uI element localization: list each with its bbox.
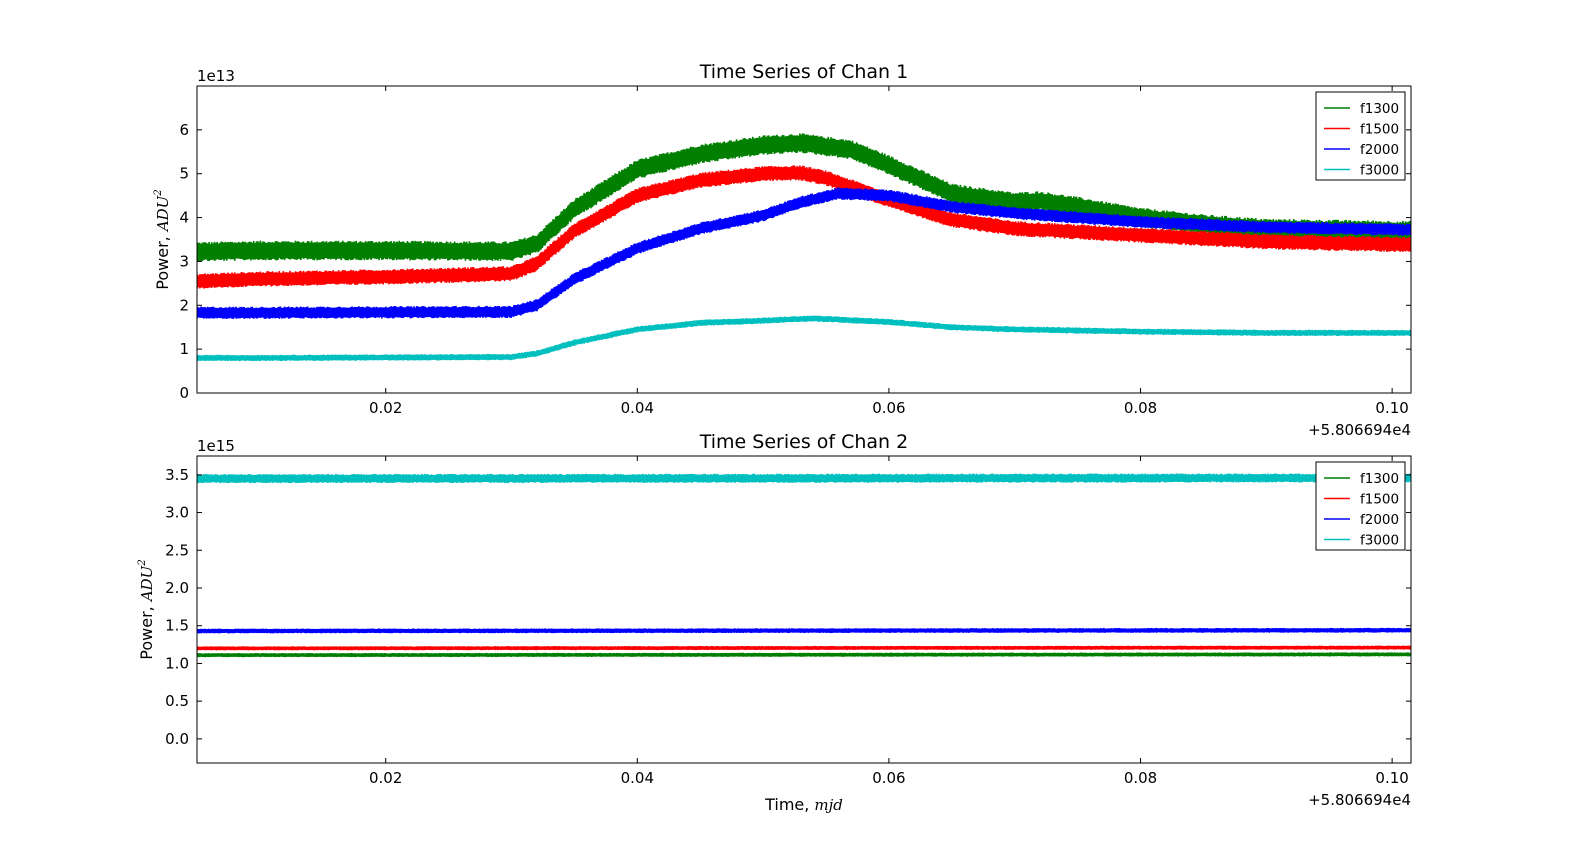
x-tick-label: 0.08: [1124, 769, 1157, 787]
legend: f1300 f1500 f2000 f3000: [1315, 91, 1406, 181]
legend-entry: f1500: [1360, 492, 1399, 508]
y-tick-label: 3: [179, 252, 189, 270]
svg-text:Power, ADU2: Power, ADU2: [153, 189, 172, 289]
x-offset: +5.806694e4: [1308, 791, 1411, 809]
y-multiplier: 1e13: [197, 67, 235, 85]
y-tick-label: 0.0: [165, 730, 189, 748]
series-group: [197, 473, 1411, 658]
series-f1300: [197, 652, 1411, 658]
x-tick-label: 0.04: [621, 399, 654, 417]
y-multiplier: 1e15: [197, 437, 235, 455]
legend-entry: f3000: [1360, 533, 1399, 549]
x-axis-label: Time, mjd: [764, 795, 843, 814]
series-group: [197, 133, 1411, 362]
x-tick-label: 0.02: [369, 769, 402, 787]
y-tick-label: 3.5: [165, 466, 189, 484]
svg-text:Power, ADU2: Power, ADU2: [137, 559, 156, 659]
series-f3000: [197, 473, 1411, 484]
series-f1500: [197, 645, 1411, 651]
chart-title: Time Series of Chan 1: [699, 61, 908, 83]
y-tick-label: 1.5: [165, 617, 189, 635]
y-tick-label: 0: [179, 384, 189, 402]
series-f3000: [197, 315, 1411, 362]
y-tick-label: 0.5: [165, 692, 189, 710]
legend: f1300 f1500 f2000 f3000: [1315, 461, 1406, 551]
y-tick-label: 2.5: [165, 541, 189, 559]
y-axis-label: Power, ADU2: [137, 559, 156, 659]
chart-panel-1: 0.02 0.04 0.06 0.08 0.10 0 1 2 3 4 5 6 Time Series o…: [153, 61, 1412, 439]
x-tick-label: 0.04: [621, 769, 654, 787]
legend-entry: f2000: [1360, 512, 1399, 528]
axes-frame: [196, 85, 1412, 394]
legend-entry: f1300: [1360, 101, 1399, 117]
y-tick-label: 1.0: [165, 654, 189, 672]
chart-title: Time Series of Chan 2: [699, 431, 908, 453]
y-tick-label: 2: [179, 296, 189, 314]
y-tick-label: 3.0: [165, 504, 189, 522]
y-axis-label: Power, ADU2: [153, 189, 172, 289]
y-tick-label: 5: [179, 165, 189, 183]
x-offset: +5.806694e4: [1308, 421, 1411, 439]
x-tick-label: 0.02: [369, 399, 402, 417]
x-tick-label: 0.08: [1124, 399, 1157, 417]
y-tick-label: 1: [179, 340, 189, 358]
chart-panel-2: 0.02 0.04 0.06 0.08 0.10 0.0 0.5 1.0 1.5 2.0 2.5 3.…: [137, 431, 1412, 814]
x-tick-label: 0.06: [872, 399, 905, 417]
series-f1500: [197, 165, 1411, 289]
legend-entry: f1300: [1360, 471, 1399, 487]
y-tick-label: 2.0: [165, 579, 189, 597]
legend-entry: f3000: [1360, 163, 1399, 179]
x-tick-label: 0.10: [1375, 769, 1408, 787]
legend-entry: f2000: [1360, 142, 1399, 158]
axes-frame: [196, 455, 1412, 764]
series-f1300: [197, 133, 1411, 262]
x-tick-label: 0.10: [1375, 399, 1408, 417]
series-f2000: [197, 187, 1411, 319]
series-f2000: [197, 627, 1411, 634]
y-tick-label: 4: [179, 209, 189, 227]
x-tick-label: 0.06: [872, 769, 905, 787]
legend-entry: f1500: [1360, 122, 1399, 138]
y-tick-label: 6: [179, 121, 189, 139]
